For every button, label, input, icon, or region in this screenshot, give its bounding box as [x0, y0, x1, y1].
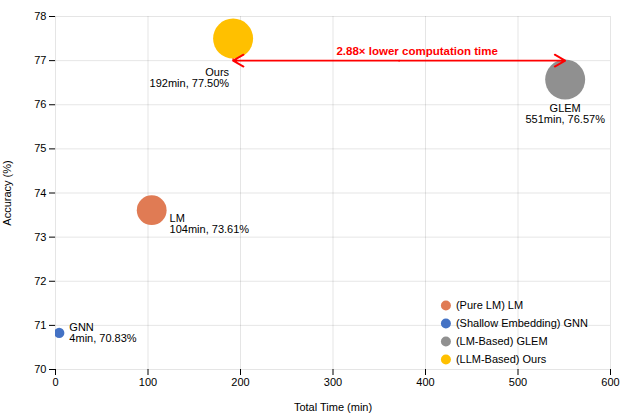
svg-text:Accuracy (%): Accuracy (%) [1, 160, 13, 225]
svg-text:0: 0 [52, 376, 58, 388]
svg-text:78: 78 [34, 10, 46, 22]
svg-text:73: 73 [34, 231, 46, 243]
svg-text:77: 77 [34, 54, 46, 66]
svg-text:GLEM551min, 76.57%: GLEM551min, 76.57% [525, 102, 605, 125]
svg-text:72: 72 [34, 275, 46, 287]
svg-text:200: 200 [231, 376, 249, 388]
svg-text:100: 100 [139, 376, 157, 388]
svg-text:(Shallow Embedding) GNN: (Shallow Embedding) GNN [456, 317, 588, 329]
svg-text:(LM-Based) GLEM: (LM-Based) GLEM [456, 335, 548, 347]
svg-text:74: 74 [34, 187, 46, 199]
svg-text:70: 70 [34, 363, 46, 375]
svg-text:400: 400 [416, 376, 434, 388]
svg-text:(LLM-Based) Ours: (LLM-Based) Ours [456, 353, 547, 365]
svg-text:71: 71 [34, 319, 46, 331]
svg-text:LM104min, 73.61%: LM104min, 73.61% [170, 212, 250, 235]
svg-text:Ours192min, 77.50%: Ours192min, 77.50% [150, 66, 230, 89]
svg-text:75: 75 [34, 142, 46, 154]
svg-text:(Pure LM) LM: (Pure LM) LM [456, 299, 523, 311]
svg-text:600: 600 [601, 376, 619, 388]
svg-text:GNN4min, 70.83%: GNN4min, 70.83% [69, 321, 136, 344]
svg-text:Total Time (min): Total Time (min) [294, 401, 372, 413]
svg-text:300: 300 [324, 376, 342, 388]
svg-text:2.88× lower computation time: 2.88× lower computation time [336, 45, 497, 57]
svg-text:76: 76 [34, 98, 46, 110]
svg-text:500: 500 [509, 376, 527, 388]
